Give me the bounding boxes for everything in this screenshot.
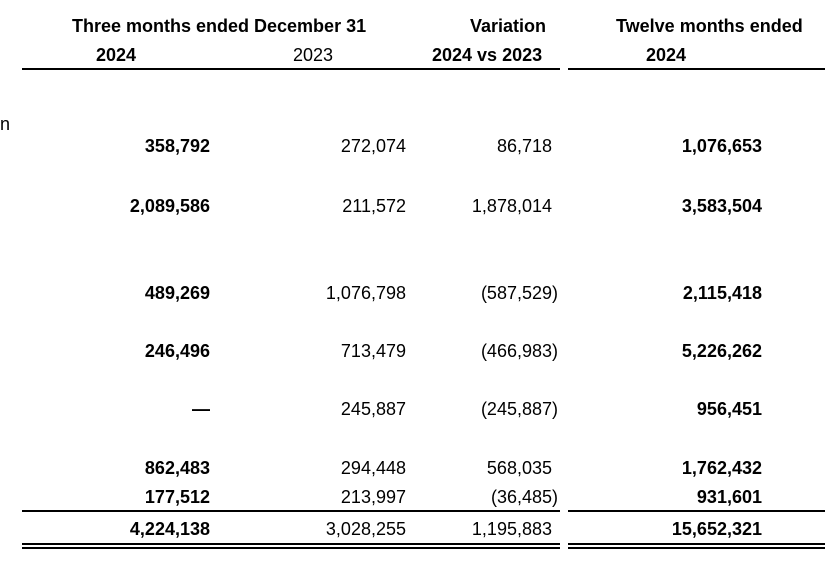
total-double-rule-right-2 (568, 547, 825, 549)
table-cell-twelve-2024: 1,076,653 (681, 136, 762, 156)
three-months-header: Three months ended December 31 (72, 16, 367, 36)
total-q4-2023: 3,028,255 (325, 519, 406, 539)
table-cell-q4-2023: 211,572 (342, 196, 406, 216)
table-cell-variation: (587,529) (480, 283, 558, 303)
table-cell-q4-2024: 246,496 (144, 341, 210, 361)
table-cell-variation: (36,485) (490, 487, 558, 507)
table-cell-q4-2024: — (192, 399, 210, 419)
total-variation: 1,195,883 (471, 519, 552, 539)
table-cell-variation: 1,878,014 (471, 196, 552, 216)
total-double-rule-left-2 (22, 547, 560, 549)
table-cell-q4-2024: 2,089,586 (129, 196, 210, 216)
variation-subheader: 2024 vs 2023 (432, 45, 543, 65)
table-cell-twelve-2024: 5,226,262 (681, 341, 762, 361)
table-cell-q4-2023: 245,887 (340, 399, 406, 419)
table-cell-variation: 568,035 (486, 458, 552, 478)
table-cell-variation: (466,983) (480, 341, 558, 361)
twelve-months-header: Twelve months ended (616, 16, 803, 36)
table-cell-q4-2024: 177,512 (144, 487, 210, 507)
table-cell-q4-2023: 213,997 (340, 487, 406, 507)
table-cell-q4-2023: 272,074 (340, 136, 406, 156)
table-cell-q4-2023: 713,479 (340, 341, 406, 361)
table-cell-q4-2023: 294,448 (340, 458, 406, 478)
total-q4-2024: 4,224,138 (129, 519, 210, 539)
variation-header: Variation (470, 16, 547, 36)
table-cell-twelve-2024: 1,762,432 (681, 458, 762, 478)
subtotal-rule-right (568, 510, 825, 512)
total-twelve-2024: 15,652,321 (671, 519, 762, 539)
table-cell-variation: 86,718 (496, 136, 552, 156)
table-cell-q4-2024: 358,792 (144, 136, 210, 156)
table-cell-twelve-2024: 3,583,504 (681, 196, 762, 216)
header-rule-right (568, 68, 825, 70)
year-2024-twelve-months: 2024 (646, 45, 687, 65)
table-cell-q4-2024: 489,269 (144, 283, 210, 303)
subtotal-rule-left (22, 510, 560, 512)
year-2023-three-months: 2023 (293, 45, 334, 65)
table-cell-q4-2023: 1,076,798 (325, 283, 406, 303)
table-cell-twelve-2024: 2,115,418 (682, 283, 762, 303)
total-double-rule-left-1 (22, 543, 560, 545)
row-label-fragment: n (0, 114, 11, 134)
table-cell-twelve-2024: 931,601 (696, 487, 762, 507)
table-cell-variation: (245,887) (480, 399, 558, 419)
header-rule-left (22, 68, 560, 70)
year-2024-three-months: 2024 (96, 45, 137, 65)
table-cell-q4-2024: 862,483 (144, 458, 210, 478)
table-cell-twelve-2024: 956,451 (696, 399, 762, 419)
total-double-rule-right-1 (568, 543, 825, 545)
